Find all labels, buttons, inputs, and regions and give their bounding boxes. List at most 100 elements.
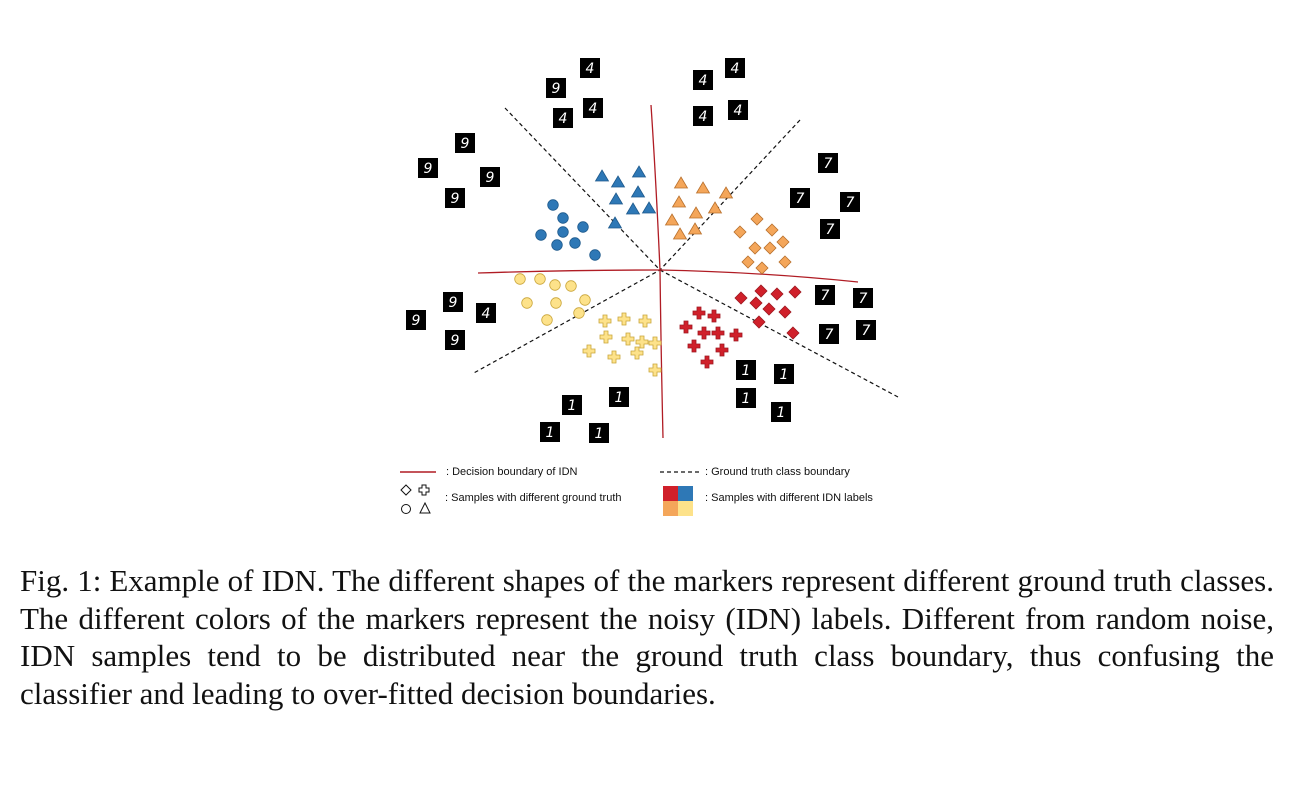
digit-tile-background	[774, 364, 794, 384]
digit-tile: 4	[583, 98, 603, 118]
digit-tile: 9	[406, 310, 426, 330]
digit-tile: 4	[693, 106, 713, 126]
digit-tile-background	[609, 387, 629, 407]
cross-marker	[715, 343, 729, 357]
diamond-marker	[754, 284, 768, 298]
digit-tile-background	[418, 158, 438, 178]
digit-tile: 4	[728, 100, 748, 120]
digit-tile-background	[455, 133, 475, 153]
boundaries	[471, 104, 899, 439]
digit-tile: 1	[589, 423, 609, 443]
circle-marker	[541, 314, 553, 326]
circle-marker	[565, 280, 577, 292]
digit-tile: 4	[580, 58, 600, 78]
digit-tile: 1	[562, 395, 582, 415]
legend-shapes: : Samples with different ground truth	[445, 492, 622, 504]
triangle-marker	[631, 165, 647, 178]
circle-marker	[569, 237, 581, 249]
triangle-marker	[718, 186, 734, 199]
digit-tile: 9	[443, 292, 463, 312]
cross-marker	[607, 350, 621, 364]
legend-ground-truth-boundary: : Ground truth class boundary	[705, 466, 850, 478]
digit-label: 4	[699, 109, 708, 125]
digit-label: 4	[734, 103, 743, 119]
cross-marker	[707, 309, 721, 323]
legend-diamond-icon	[400, 484, 412, 496]
digit-tile-background	[445, 188, 465, 208]
digit-tile-background	[406, 310, 426, 330]
digit-tile-background	[589, 423, 609, 443]
digit-tile: 9	[480, 167, 500, 187]
triangle-marker	[671, 195, 687, 208]
diamond-marker	[749, 296, 763, 310]
circle-marker	[551, 239, 563, 251]
digit-tile-background	[840, 192, 860, 212]
digit-label: 7	[846, 195, 855, 211]
circle-marker	[521, 297, 533, 309]
cross-marker	[697, 326, 711, 340]
digit-tile: 4	[693, 70, 713, 90]
diamond-marker	[748, 241, 762, 255]
digit-tile-background	[815, 285, 835, 305]
triangle-marker	[607, 216, 623, 229]
circle-marker	[557, 226, 569, 238]
circle-marker	[589, 249, 601, 261]
digit-label: 9	[552, 81, 561, 97]
digit-label: 4	[699, 73, 708, 89]
digit-tile: 1	[771, 402, 791, 422]
diamond-marker	[750, 212, 764, 226]
legend: : Decision boundary of IDN : Ground trut…	[400, 466, 873, 516]
digit-tile: 7	[819, 324, 839, 344]
digit-label: 4	[589, 101, 598, 117]
digit-tile-background	[790, 188, 810, 208]
digit-tile: 7	[840, 192, 860, 212]
digit-label: 9	[412, 313, 421, 329]
cross-marker	[599, 330, 613, 344]
digit-tile-background	[771, 402, 791, 422]
legend-decision-boundary: : Decision boundary of IDN	[446, 466, 578, 478]
diamond-marker	[755, 261, 769, 275]
digit-tile: 1	[736, 388, 756, 408]
digit-tile-background	[553, 108, 573, 128]
digit-tile: 4	[725, 58, 745, 78]
digit-tile: 7	[815, 285, 835, 305]
cross-marker	[598, 314, 612, 328]
digit-tile-background	[693, 106, 713, 126]
digit-label: 1	[568, 398, 577, 414]
triangle-marker	[664, 213, 680, 226]
digit-label: 9	[486, 170, 495, 186]
legend-orange-swatch	[663, 501, 678, 516]
digit-tile: 9	[418, 158, 438, 178]
circle-marker	[549, 279, 561, 291]
digit-label: 7	[821, 288, 830, 304]
legend-blue-swatch	[678, 486, 693, 501]
digit-label: 7	[862, 323, 871, 339]
digit-tile-background	[856, 320, 876, 340]
idn-decision-boundary-vertical	[650, 104, 664, 439]
digit-label: 4	[731, 61, 740, 77]
circle-marker	[535, 229, 547, 241]
triangle-marker	[608, 192, 624, 205]
digit-tile-background	[728, 100, 748, 120]
caption-text: Example of IDN. The different shapes of …	[20, 563, 1274, 711]
digit-tile: 1	[774, 364, 794, 384]
digit-tile-background	[546, 78, 566, 98]
digit-tile-background	[580, 58, 600, 78]
cross-marker	[617, 312, 631, 326]
digit-label: 9	[451, 333, 460, 349]
digit-tile-background	[583, 98, 603, 118]
cross-marker	[630, 346, 644, 360]
cross-marker	[692, 306, 706, 320]
triangle-marker	[673, 176, 689, 189]
digit-tile-background	[480, 167, 500, 187]
cross-marker	[687, 339, 701, 353]
digit-tile-background	[443, 292, 463, 312]
triangle-marker	[695, 181, 711, 194]
cross-marker	[729, 328, 743, 342]
cross-marker	[711, 326, 725, 340]
digit-tile: 7	[853, 288, 873, 308]
triangle-marker	[641, 201, 657, 214]
triangle-marker	[630, 185, 646, 198]
digit-tile: 1	[736, 360, 756, 380]
digit-tile: 1	[540, 422, 560, 442]
